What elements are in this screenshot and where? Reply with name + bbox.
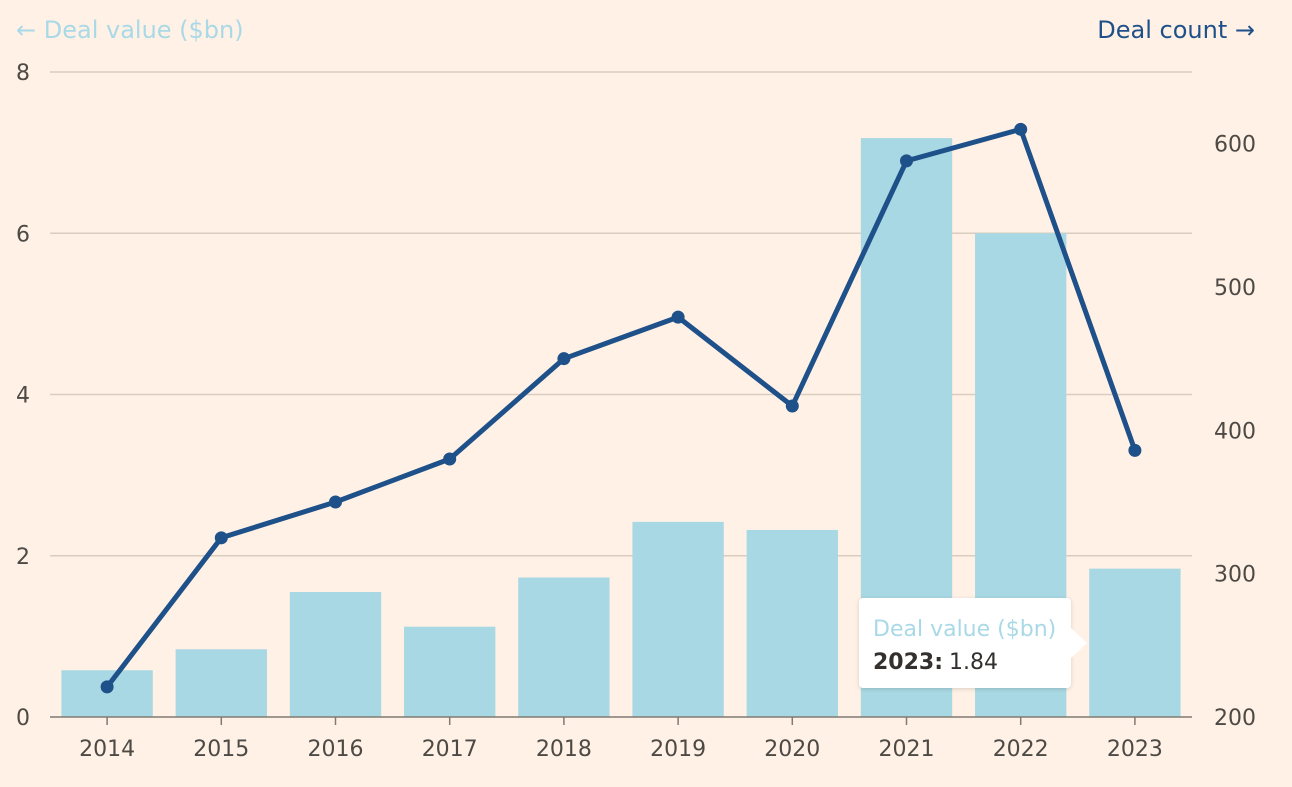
x-tick-label-2020: 2020 <box>764 737 820 762</box>
x-tick-label-2021: 2021 <box>879 737 935 762</box>
bar-2014 <box>61 670 153 717</box>
bar-2020 <box>746 529 838 717</box>
left-axis-tick-label: 0 <box>16 706 30 731</box>
left-axis-tick-label: 6 <box>16 222 30 247</box>
deal-count-point-2023 <box>1128 443 1142 457</box>
tooltip-key: 2023: <box>873 650 943 675</box>
deal-count-point-2020 <box>785 399 799 413</box>
deal-count-point-2016 <box>329 495 342 509</box>
right-axis-tick-label: 300 <box>1214 563 1256 588</box>
left-axis-legend: ← Deal value ($bn) <box>16 16 244 44</box>
right-axis-tick-label: 600 <box>1214 133 1256 158</box>
right-axis-tick-label: 400 <box>1214 419 1256 444</box>
x-tick-label-2015: 2015 <box>193 737 249 762</box>
left-axis-tick-label: 8 <box>16 61 30 86</box>
x-tick-label-2019: 2019 <box>650 737 706 762</box>
bar-2023 <box>1089 568 1181 717</box>
x-tick-label-2016: 2016 <box>308 737 364 762</box>
tooltip-pointer <box>1071 628 1087 658</box>
bar-2017 <box>404 626 496 717</box>
bar-2016 <box>289 592 382 717</box>
left-axis-tick-label: 4 <box>16 384 30 409</box>
deal-count-point-2014 <box>100 680 114 694</box>
right-axis-tick-label: 500 <box>1214 276 1256 301</box>
deal-count-point-2021 <box>900 154 913 168</box>
bar-2019 <box>632 521 724 717</box>
tooltip-box <box>859 598 1071 688</box>
x-tick-label-2018: 2018 <box>536 737 592 762</box>
x-tick-label-2017: 2017 <box>422 737 478 762</box>
tooltip: Deal value ($bn) 2023: 1.84 <box>859 598 1087 688</box>
tooltip-value: 1.84 <box>949 650 998 675</box>
tooltip-series-label: Deal value ($bn) <box>873 617 1056 642</box>
deal-count-line-group <box>100 122 1142 694</box>
bar-2018 <box>518 577 610 717</box>
axes: 0 2 4 6 8 200 300 400 500 600 2014 2015 2016 2017 2018… <box>16 61 1256 762</box>
deal-count-point-2019 <box>671 310 685 324</box>
x-tick-label-2023: 2023 <box>1107 737 1163 762</box>
bar-2015 <box>175 649 267 717</box>
x-tick-label-2022: 2022 <box>993 737 1049 762</box>
deal-count-point-2015 <box>214 531 228 545</box>
deal-count-point-2018 <box>557 352 571 366</box>
deal-count-point-2022 <box>1014 122 1028 136</box>
x-tick-label-2014: 2014 <box>79 737 135 762</box>
tooltip-value-line: 2023: 1.84 <box>873 650 998 675</box>
deal-count-point-2017 <box>443 452 457 466</box>
left-axis-tick-label: 2 <box>16 545 30 570</box>
right-axis-tick-label: 200 <box>1214 706 1256 731</box>
deal-count-line <box>105 126 1138 689</box>
right-axis-legend: Deal count → <box>1097 16 1255 44</box>
